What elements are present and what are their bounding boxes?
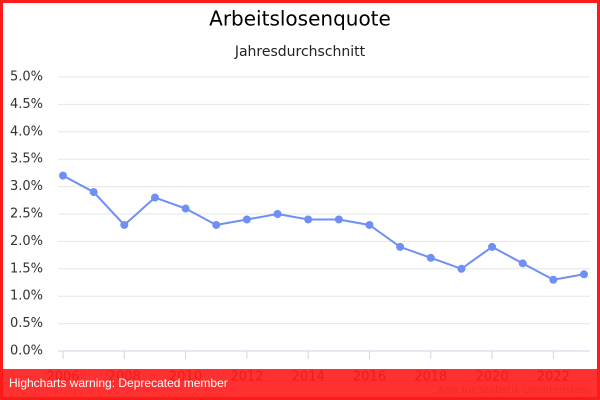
point: [580, 270, 588, 279]
point: [549, 275, 558, 284]
y-tick-label: 2.5%: [10, 207, 43, 222]
y-tick-label: 1.0%: [10, 289, 43, 304]
y-tick-label: 0.0%: [10, 344, 43, 359]
point: [426, 253, 435, 262]
y-tick-label: 1.5%: [10, 261, 43, 276]
y-tick-label: 4.0%: [10, 124, 43, 139]
y-tick-label: 3.5%: [10, 152, 43, 167]
point: [396, 242, 405, 251]
point: [120, 220, 129, 229]
warning-text: Highcharts warning: Deprecated member: [9, 376, 228, 390]
y-tick-label: 4.5%: [10, 97, 43, 112]
y-tick-label: 2.0%: [10, 234, 43, 249]
point: [365, 220, 374, 229]
line: [62, 174, 585, 281]
point: [518, 259, 527, 268]
point: [150, 193, 159, 202]
point: [181, 204, 190, 213]
y-tick-label: 5.0%: [10, 70, 43, 85]
chart-title: Arbeitslosenquote: [209, 7, 391, 31]
warning-bar: [3, 369, 597, 397]
point: [334, 215, 343, 224]
point: [304, 215, 313, 224]
point: [59, 171, 67, 180]
chart-subtitle: Jahresdurchschnitt: [234, 44, 366, 60]
point: [488, 242, 497, 251]
y-tick-label: 0.5%: [10, 316, 43, 331]
y-tick-label: 3.0%: [10, 179, 43, 194]
point: [212, 220, 221, 229]
point: [89, 188, 98, 197]
point: [273, 210, 282, 218]
point: [242, 215, 251, 224]
point: [457, 264, 466, 273]
